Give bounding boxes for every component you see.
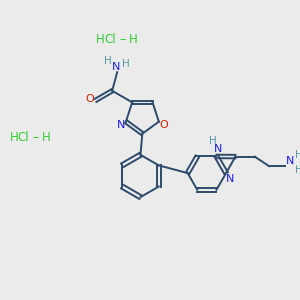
Text: –: – <box>119 33 125 46</box>
Text: H: H <box>96 33 105 46</box>
Text: N: N <box>112 62 120 72</box>
Text: H: H <box>295 150 300 160</box>
Text: H: H <box>295 165 300 175</box>
Text: N: N <box>214 144 223 154</box>
Text: Cl: Cl <box>104 33 116 46</box>
Text: H: H <box>129 33 138 46</box>
Text: O: O <box>85 94 94 104</box>
Text: H: H <box>104 56 111 66</box>
Text: N: N <box>286 156 295 167</box>
Text: N: N <box>117 120 125 130</box>
Text: Cl: Cl <box>17 131 29 144</box>
Text: N: N <box>226 174 234 184</box>
Text: H: H <box>209 136 217 146</box>
Text: O: O <box>159 120 168 130</box>
Text: H: H <box>42 131 51 144</box>
Text: H: H <box>122 58 130 68</box>
Text: –: – <box>33 131 39 144</box>
Text: H: H <box>10 131 18 144</box>
